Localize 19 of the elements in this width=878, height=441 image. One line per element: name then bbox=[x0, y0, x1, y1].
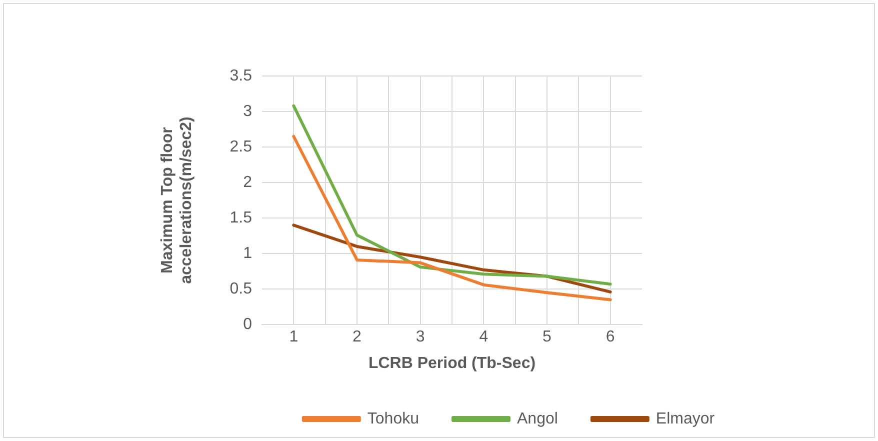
x-tick-label: 3 bbox=[416, 328, 425, 346]
x-tick-label: 6 bbox=[606, 328, 615, 346]
x-tick-label: 1 bbox=[289, 328, 298, 346]
y-tick-label: 2 bbox=[243, 174, 252, 191]
y-tick-label: 0.5 bbox=[230, 280, 252, 298]
y-tick-label: 3.5 bbox=[230, 67, 252, 84]
y-tick-label: 1.5 bbox=[230, 209, 252, 226]
y-tick-label: 3 bbox=[243, 102, 252, 120]
x-tick-label: 4 bbox=[479, 328, 488, 346]
y-tick-label: 1 bbox=[243, 244, 252, 262]
x-tick-label: 5 bbox=[542, 328, 552, 346]
y-tick-label: 2.5 bbox=[230, 138, 252, 156]
legend-label: Tohoku bbox=[367, 410, 419, 428]
legend-label: Angol bbox=[516, 410, 558, 428]
legend-label: Elmayor bbox=[656, 410, 716, 428]
x-axis-title: LCRB Period (Tb-Sec) bbox=[368, 354, 536, 372]
x-tick-label: 2 bbox=[352, 328, 362, 346]
y-axis-title: Maximum Top floor accelerations(m/sec2) bbox=[159, 116, 196, 284]
y-tick-label: 0 bbox=[243, 316, 252, 334]
